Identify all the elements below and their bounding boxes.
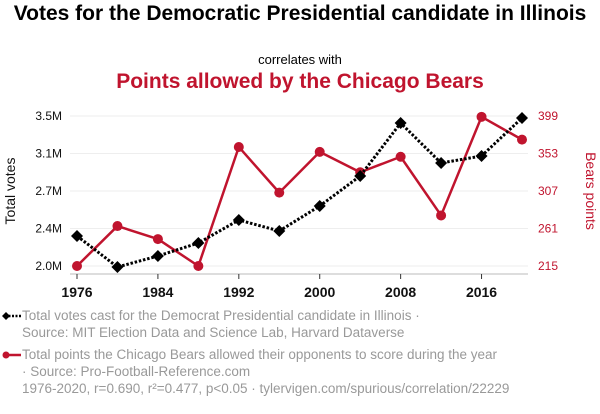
series-bears-points <box>72 111 527 271</box>
votes-point <box>71 230 83 242</box>
y-left-tick-label: 2.4M <box>35 222 62 236</box>
bears-point <box>233 141 244 152</box>
chart-title-text: Votes for the Democratic Presidential ca… <box>13 2 587 25</box>
votes-point <box>354 170 367 182</box>
bears-point <box>72 261 82 271</box>
dotted-line-diamond-icon <box>2 312 21 320</box>
bears-line <box>76 115 523 268</box>
legend-item-bears: Total points the Chicago Bears allowed t… <box>2 346 498 380</box>
votes-point <box>394 117 407 129</box>
votes-point <box>151 250 164 262</box>
legend-votes-line2: Source: MIT Election Data and Science La… <box>22 325 405 340</box>
y-right-tick-label: 353 <box>538 147 558 161</box>
chart-plot: 1976 1984 1992 2000 2008 2016 2.0M 2.4M 2.7M 3.1… <box>2 109 599 300</box>
x-tick-label: 2000 <box>304 284 335 300</box>
legend-bears-line2: · Source: Pro-Football-Reference.com <box>22 364 251 379</box>
grid-lines <box>70 115 528 267</box>
y-axis-left-ticks: 2.0M 2.4M 2.7M 3.1M 3.5M <box>35 109 62 273</box>
x-tick-label: 2008 <box>385 284 416 300</box>
bears-point <box>436 210 447 221</box>
y-left-tick-label: 2.0M <box>35 259 62 273</box>
bears-point <box>314 146 325 157</box>
votes-point <box>435 157 448 169</box>
bears-point <box>152 234 163 245</box>
chart-title-secondary: Points allowed by the Chicago Bears <box>116 70 484 93</box>
votes-point <box>273 225 286 237</box>
bears-point <box>395 151 406 162</box>
bears-point <box>517 134 527 145</box>
votes-point <box>516 112 528 124</box>
votes-point <box>232 214 245 226</box>
y-right-tick-label: 215 <box>538 259 558 273</box>
bears-point <box>112 221 123 232</box>
legend-item-votes: Total votes cast for the Democrat Presid… <box>2 307 420 341</box>
votes-line <box>76 116 524 269</box>
chart-subtitle: correlates with <box>258 52 342 67</box>
votes-point <box>313 200 326 212</box>
legend-bears-line1: Total points the Chicago Bears allowed t… <box>22 347 498 362</box>
y-left-tick-label: 3.5M <box>35 109 62 123</box>
y-right-tick-label: 307 <box>538 184 558 198</box>
legend-votes-line1: Total votes cast for the Democrat Presid… <box>22 308 420 323</box>
series-total-votes <box>71 112 528 273</box>
y-right-tick-label: 261 <box>538 222 558 236</box>
y-right-tick-label: 399 <box>538 109 558 123</box>
y-left-tick-label: 3.1M <box>35 147 62 161</box>
votes-point <box>475 150 488 162</box>
bears-point <box>193 261 204 271</box>
footer-stats: 1976-2020, r=0.690, r²=0.477, p<0.05 · t… <box>22 381 510 396</box>
votes-point <box>111 261 124 273</box>
chart-title: Votes for the Democratic Presidential ca… <box>0 3 600 25</box>
x-tick-label: 1992 <box>223 284 254 300</box>
bears-point <box>476 111 487 122</box>
solid-line-circle-icon <box>2 351 21 359</box>
y-left-tick-label: 2.7M <box>35 184 62 198</box>
y-axis-right-label: Bears points <box>583 152 599 230</box>
votes-point <box>192 237 205 249</box>
bears-point <box>274 187 285 198</box>
x-tick-label: 1984 <box>142 284 173 300</box>
x-tick-label: 2016 <box>466 284 497 300</box>
x-tick-label: 1976 <box>61 284 92 300</box>
x-axis-ticks: 1976 1984 1992 2000 2008 2016 <box>61 274 497 300</box>
y-axis-left-label: Total votes <box>2 158 18 225</box>
y-axis-right-ticks: 215 261 307 353 399 <box>538 109 558 273</box>
